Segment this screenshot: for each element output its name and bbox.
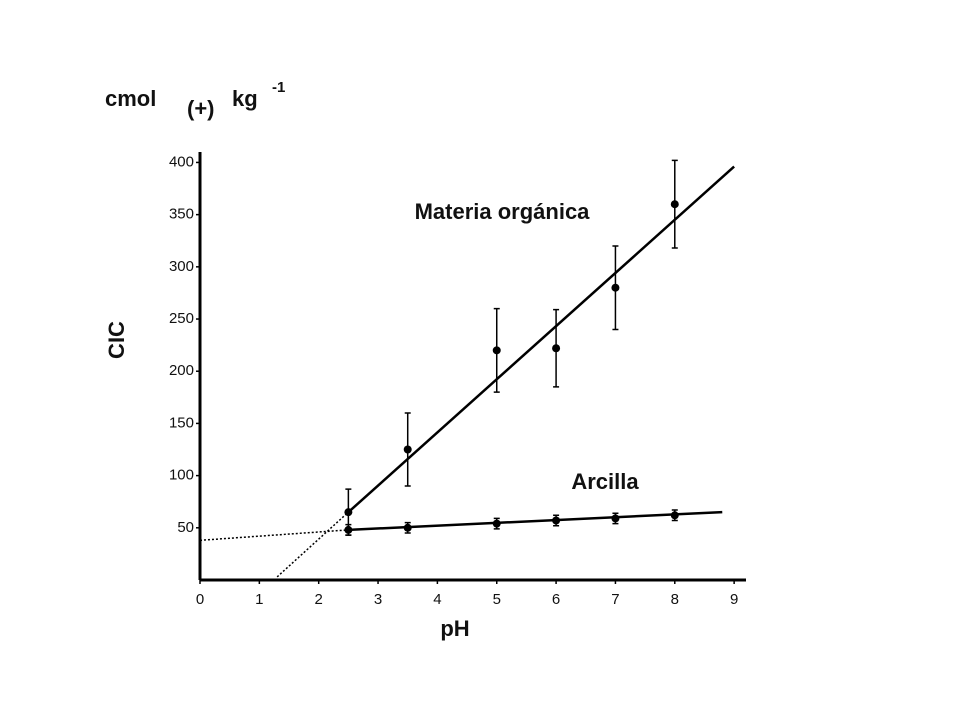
- y-tick-label: 200: [169, 362, 194, 379]
- point: [611, 514, 620, 523]
- fit-line: [347, 165, 735, 514]
- x-tick-label: 8: [671, 591, 679, 608]
- y-tick-label: 300: [169, 258, 194, 275]
- y-tick-label: 250: [169, 310, 194, 327]
- x-tick-label: 1: [255, 591, 263, 608]
- unit-subscript: (+): [187, 96, 215, 121]
- x-tick-label: 7: [611, 591, 619, 608]
- unit-base: cmol: [105, 86, 156, 111]
- point: [552, 344, 561, 353]
- point: [403, 523, 412, 532]
- y-tick-label: 100: [169, 467, 194, 484]
- series-label: Materia orgánica: [415, 199, 591, 224]
- x-tick-label: 3: [374, 591, 382, 608]
- y-tick-label: 150: [169, 414, 194, 431]
- x-axis-label: pH: [440, 616, 469, 641]
- point: [403, 445, 412, 454]
- x-tick-label: 9: [730, 591, 738, 608]
- point: [492, 346, 501, 355]
- fit-extension: [199, 529, 349, 542]
- y-tick-label: 350: [169, 206, 194, 223]
- x-tick-label: 2: [315, 591, 323, 608]
- series-label: Arcilla: [571, 469, 639, 494]
- y-axis-label: CIC: [104, 321, 129, 359]
- x-tick-label: 6: [552, 591, 560, 608]
- point: [492, 519, 501, 528]
- point: [670, 511, 679, 520]
- unit-exponent: -1: [272, 79, 285, 96]
- y-tick-label: 50: [177, 519, 194, 536]
- x-tick-label: 4: [433, 591, 441, 608]
- unit: kg: [232, 86, 258, 111]
- fit-extension: [276, 511, 349, 578]
- point: [670, 200, 679, 209]
- y-tick-label: 400: [169, 153, 194, 170]
- x-tick-label: 5: [493, 591, 501, 608]
- point: [611, 283, 620, 292]
- point: [552, 516, 561, 525]
- x-tick-label: 0: [196, 591, 204, 608]
- point: [344, 508, 353, 517]
- point: [344, 525, 353, 534]
